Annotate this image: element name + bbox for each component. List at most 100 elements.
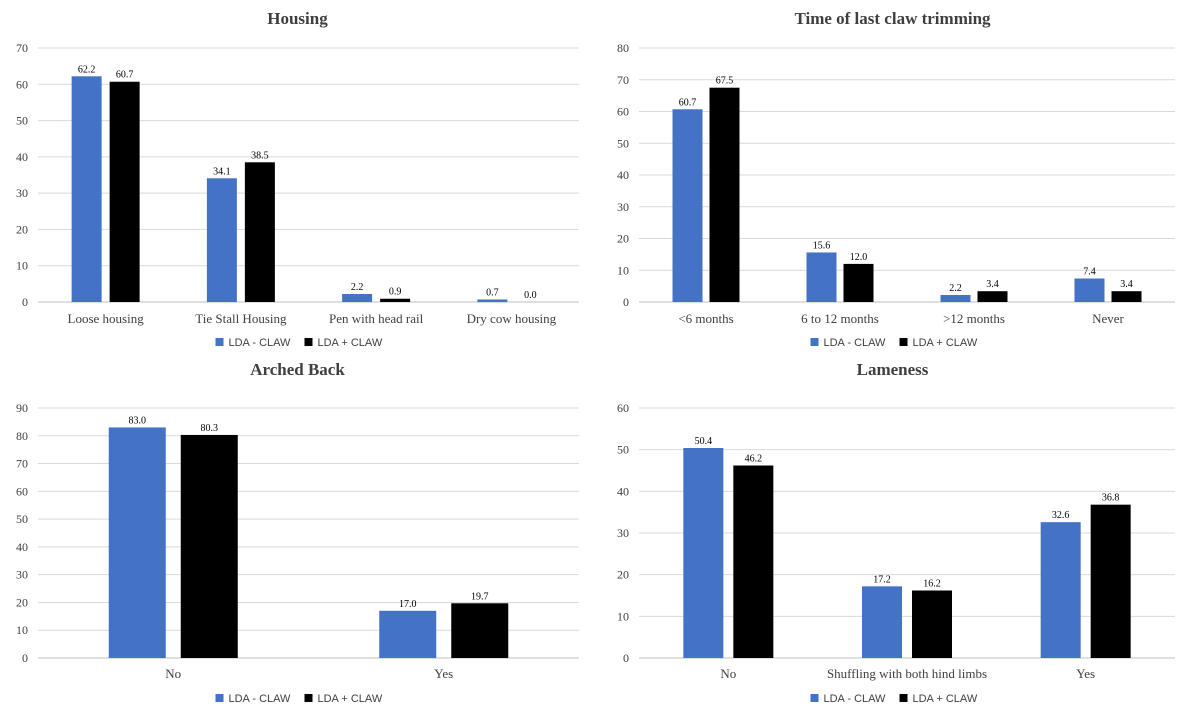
y-tick-label: 60 (617, 401, 629, 415)
bar-loose-housing-lda-claw (71, 76, 102, 302)
x-category-label: Pen with head rail (329, 311, 424, 326)
data-label: 3.4 (1120, 279, 1133, 290)
x-category-label: <6 months (678, 311, 733, 326)
y-tick-label: 10 (617, 263, 629, 277)
bar-tie-stall-housing-lda-claw (206, 178, 237, 302)
legend-label: LDA + CLAW (318, 337, 383, 349)
y-tick-label: 70 (16, 457, 28, 471)
y-tick-label: 0 (22, 651, 28, 665)
chart-housing-svg: Housing 0 10 20 30 40 50 60 70 62.2 60.7 Loose hous… (16, 9, 579, 349)
x-category-label: No (720, 666, 736, 681)
y-tick-label: 50 (16, 114, 28, 128)
bar-6-months-lda-claw (672, 109, 703, 302)
chart-title: Housing (267, 9, 328, 28)
y-tick-label: 80 (16, 429, 28, 443)
bar-never-lda-claw (1074, 278, 1105, 302)
legend-label: LDA - CLAW (824, 693, 887, 705)
chart-title: Time of last claw trimming (794, 9, 991, 28)
data-label: 16.2 (923, 579, 941, 590)
bar-6-months-lda-claw (709, 87, 740, 302)
legend-swatch (810, 338, 819, 346)
y-tick-label: 90 (16, 401, 28, 415)
data-label: 17.2 (873, 574, 891, 585)
y-tick-label: 40 (617, 168, 629, 182)
y-tick-label: 10 (16, 259, 28, 273)
data-label: 0.9 (389, 287, 402, 298)
bar-yes-lda-claw (1090, 504, 1131, 658)
y-tick-label: 40 (617, 484, 629, 498)
chart-arched-back: Arched Back 0 10 20 30 40 50 60 70 80 90 83.0 80.3 No… (0, 354, 595, 707)
data-label: 17.0 (399, 599, 417, 610)
bar-loose-housing-lda-claw (109, 81, 140, 302)
bar-never-lda-claw (1111, 291, 1142, 302)
bar-yes-lda-claw (379, 610, 437, 658)
y-tick-label: 60 (16, 484, 28, 498)
chart-housing: Housing 0 10 20 30 40 50 60 70 62.2 60.7 Loose hous… (0, 0, 595, 353)
data-label: 80.3 (201, 423, 219, 434)
legend-swatch (215, 338, 224, 346)
bar-no-lda-claw (108, 427, 166, 658)
y-tick-label: 60 (16, 77, 28, 91)
legend-label: LDA - CLAW (824, 337, 887, 349)
bar-no-lda-claw (180, 434, 238, 658)
data-label: 50.4 (695, 436, 713, 447)
data-label: 38.5 (251, 150, 269, 161)
x-category-label: No (165, 666, 181, 681)
y-tick-label: 0 (623, 295, 629, 309)
data-label: 36.8 (1102, 493, 1120, 504)
x-category-label: Tie Stall Housing (195, 311, 287, 326)
chart-claw-trimming-svg: Time of last claw trimming 0 10 20 30 40 50 60 7… (617, 9, 1175, 349)
legend-swatch (810, 694, 819, 702)
data-label: 46.2 (745, 454, 763, 465)
x-category-label: Yes (1076, 666, 1095, 681)
legend-label: LDA + CLAW (913, 337, 978, 349)
bar-pen-with-head-rail-lda-claw (380, 298, 411, 302)
chart-arched-back-svg: Arched Back 0 10 20 30 40 50 60 70 80 90 83.0 80.3 No… (16, 360, 579, 705)
data-label: 60.7 (679, 97, 697, 108)
legend-swatch (304, 694, 313, 702)
legend-label: LDA - CLAW (229, 337, 292, 349)
bar-6-to-12-months-lda-claw (843, 263, 874, 302)
bar-shuffling-with-both-hind-limbs-lda-claw (912, 590, 952, 658)
chart-lameness-svg: Lameness 0 10 20 30 40 50 60 50.4 46.2 No 17.2 16.2 S… (617, 360, 1175, 705)
y-tick-label: 40 (16, 150, 28, 164)
data-label: 32.6 (1052, 510, 1070, 521)
y-tick-label: 10 (617, 609, 629, 623)
data-label: 83.0 (129, 415, 147, 426)
chart-claw-trimming: Time of last claw trimming 0 10 20 30 40 50 60 7… (595, 0, 1190, 353)
data-label: 34.1 (213, 166, 231, 177)
y-tick-label: 70 (16, 41, 28, 55)
x-category-label: Never (1092, 311, 1124, 326)
data-label: 62.2 (78, 64, 96, 75)
chart-lameness: Lameness 0 10 20 30 40 50 60 50.4 46.2 No 17.2 16.2 S… (595, 354, 1190, 707)
y-tick-label: 50 (617, 136, 629, 150)
y-tick-label: 0 (623, 651, 629, 665)
y-tick-label: 80 (617, 41, 629, 55)
data-label: 0.7 (486, 287, 499, 298)
bar-no-lda-claw (683, 448, 724, 658)
chart-title: Arched Back (250, 360, 345, 379)
legend-label: LDA - CLAW (229, 693, 292, 705)
y-tick-label: 40 (16, 540, 28, 554)
data-label: 2.2 (351, 282, 364, 293)
y-tick-label: 20 (16, 222, 28, 236)
legend-swatch (899, 694, 908, 702)
y-tick-label: 30 (617, 526, 629, 540)
data-label: 60.7 (116, 70, 134, 81)
data-label: 19.7 (471, 591, 489, 602)
y-tick-label: 20 (617, 232, 629, 246)
y-tick-label: 70 (617, 73, 629, 87)
bar-12-months-lda-claw (977, 291, 1008, 302)
legend-label: LDA + CLAW (318, 693, 383, 705)
y-tick-label: 30 (16, 186, 28, 200)
legend-swatch (899, 338, 908, 346)
bar-shuffling-with-both-hind-limbs-lda-claw (862, 586, 902, 658)
y-tick-label: 20 (617, 568, 629, 582)
bar-pen-with-head-rail-lda-claw (342, 294, 373, 302)
data-label: 15.6 (813, 240, 831, 251)
y-tick-label: 10 (16, 623, 28, 637)
y-tick-label: 60 (617, 105, 629, 119)
x-category-label: Dry cow housing (467, 311, 557, 326)
legend-swatch (304, 338, 313, 346)
x-category-label: Yes (434, 666, 453, 681)
